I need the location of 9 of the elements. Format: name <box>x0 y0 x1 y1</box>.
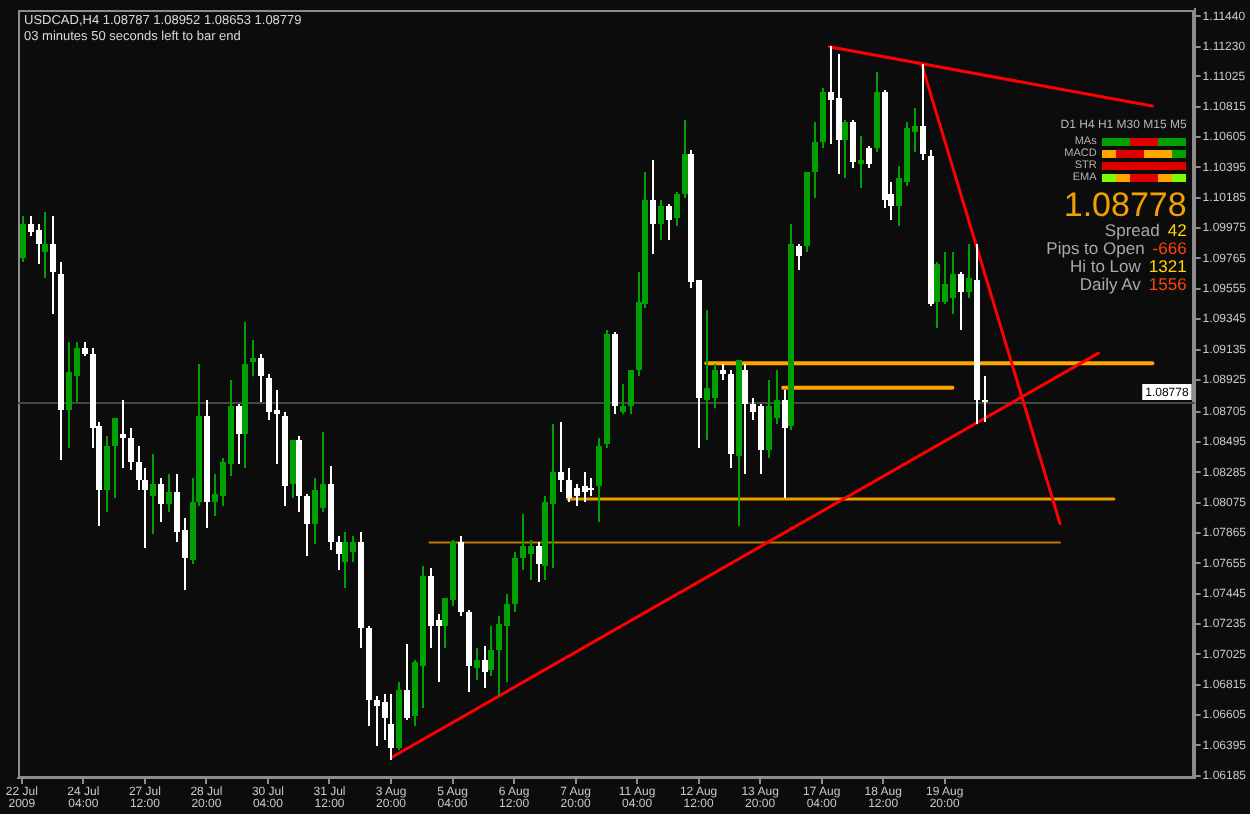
annotation: Pips to Open <box>1046 238 1145 258</box>
annotation: Daily Av <box>1079 274 1141 294</box>
annotation: Hi to Low <box>1069 256 1141 276</box>
annotation: Spread <box>1104 220 1160 240</box>
annotation: 42 <box>1167 220 1187 240</box>
annotation: -666 <box>1152 238 1187 258</box>
annotation: 1.08778 <box>1063 186 1187 224</box>
annotation: 1321 <box>1148 256 1187 276</box>
annotation: 1556 <box>1148 274 1187 294</box>
